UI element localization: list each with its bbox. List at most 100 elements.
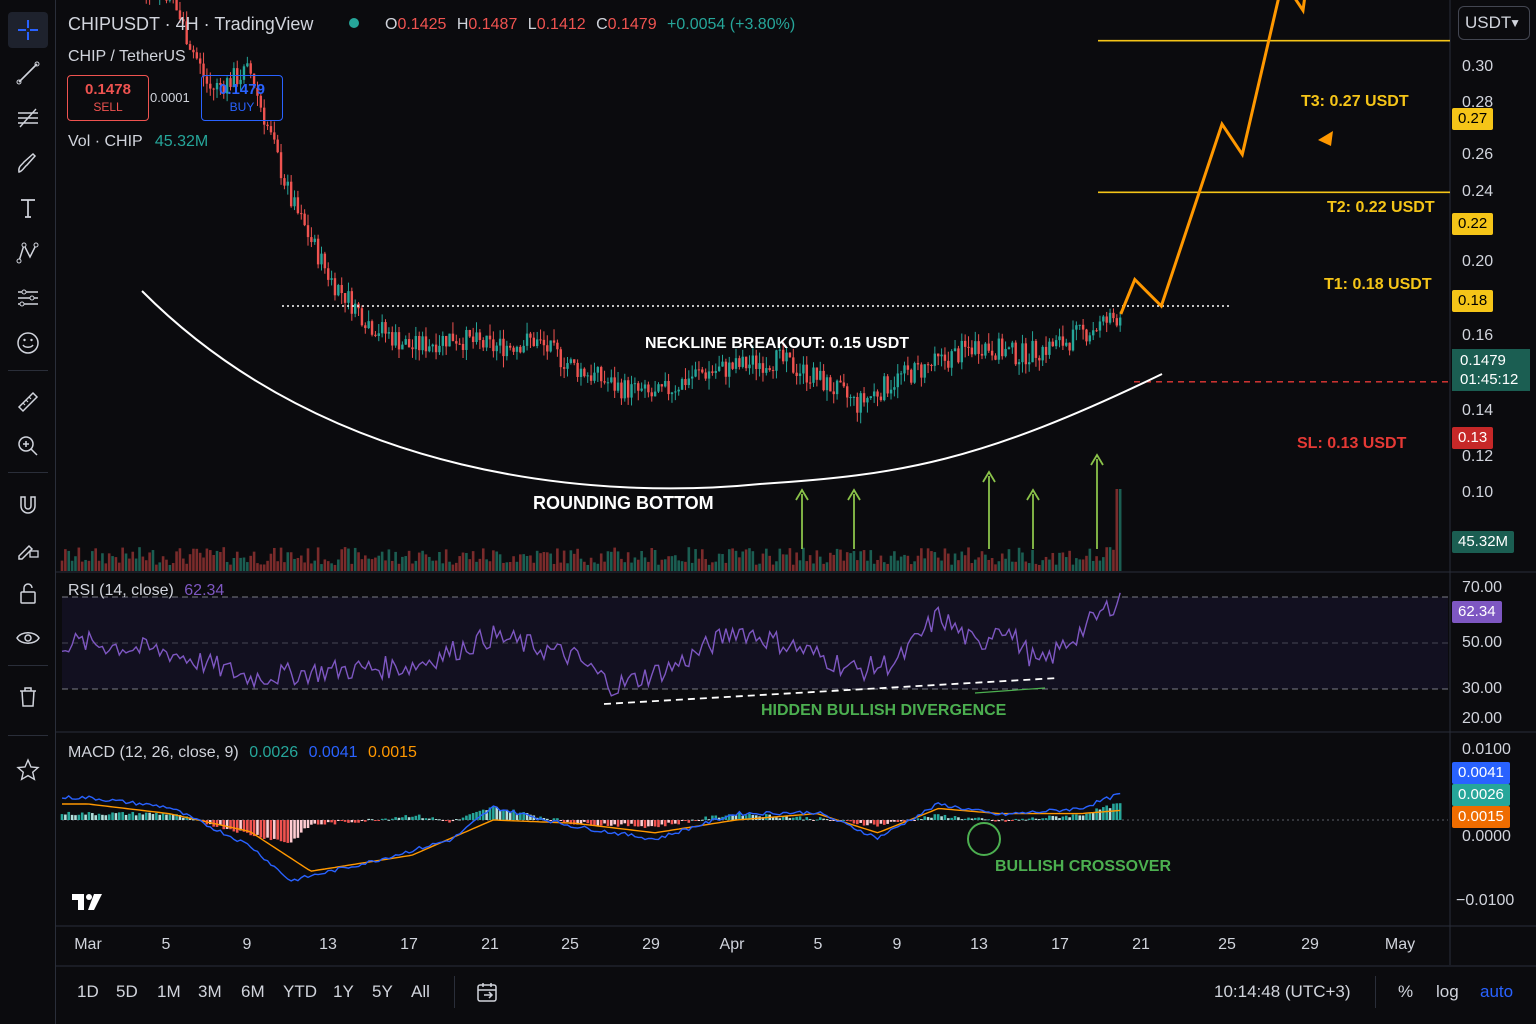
range-6m-button[interactable]: 6M (241, 982, 265, 1001)
trendline-icon[interactable] (8, 55, 48, 91)
sell-button[interactable]: 0.1478 SELL (67, 75, 149, 121)
volume-bar (697, 558, 701, 571)
range-ytd-button[interactable]: YTD (283, 982, 317, 1001)
calendar-goto-icon[interactable] (475, 980, 499, 1004)
candle-body (940, 354, 943, 357)
buy-button[interactable]: 0.1479 BUY (201, 75, 283, 121)
candle-body (994, 355, 997, 360)
macd-histogram-bar (808, 819, 812, 821)
volume-bar (788, 548, 792, 571)
fib-icon[interactable] (8, 100, 48, 136)
ohlc-row: O0.1425 H0.1487 L0.1412 C0.1479 +0.0054 … (385, 16, 796, 33)
candle-body (953, 348, 957, 352)
range-5y-button[interactable]: 5Y (372, 982, 393, 1001)
candle-body (694, 369, 697, 377)
pattern-icon[interactable] (8, 235, 48, 271)
range-3m-button[interactable]: 3M (198, 982, 222, 1001)
lock-drawing-icon[interactable] (8, 531, 48, 567)
sell-price: 0.1478 (85, 81, 131, 98)
volume-bar (599, 553, 603, 571)
macd-histogram-bar (495, 806, 499, 820)
volume-bar (1058, 552, 1061, 571)
forecast-icon[interactable] (8, 280, 48, 316)
ruler-icon[interactable] (8, 384, 48, 420)
volume-bar (994, 564, 997, 571)
macd-histogram-bar (980, 818, 984, 820)
emoji-icon[interactable] (8, 325, 48, 361)
volume-bar (1031, 549, 1034, 571)
volume-bar (495, 551, 499, 571)
macd-value: 0.0041 (308, 744, 358, 761)
volume-bar (980, 551, 984, 571)
trash-icon[interactable] (8, 679, 48, 715)
candle-body (711, 371, 714, 373)
clock-time[interactable]: 10:14:48 (UTC+3) (1214, 982, 1351, 1001)
macd-histogram-bar (1102, 807, 1105, 820)
macd-histogram-bar (175, 814, 178, 820)
eye-icon[interactable] (8, 620, 48, 656)
volume-bar (77, 547, 81, 571)
range-1d-button[interactable]: 1D (77, 982, 99, 1001)
candle-body (397, 332, 401, 350)
star-icon[interactable] (8, 752, 48, 788)
macd-histogram-bar (246, 820, 249, 833)
volume-bar (374, 557, 377, 571)
range-5d-button[interactable]: 5D (116, 982, 138, 1001)
volume-bar (296, 557, 300, 571)
candle-body (488, 335, 492, 340)
candle-body (232, 68, 236, 87)
macd-histogram-bar (182, 817, 185, 820)
volume-bar (963, 555, 967, 571)
auto-toggle[interactable]: auto (1480, 982, 1514, 1001)
percent-toggle[interactable]: % (1398, 982, 1414, 1001)
macd-histogram-bar (731, 814, 734, 820)
crosshair-icon[interactable] (8, 12, 48, 48)
macd-histogram-bar (798, 816, 802, 820)
lock-icon[interactable] (8, 576, 48, 612)
candle-body (347, 291, 350, 303)
candle-body (1014, 342, 1017, 365)
log-toggle[interactable]: log (1436, 982, 1459, 1001)
volume-bar (185, 563, 188, 571)
volume-bar (171, 563, 175, 571)
magnet-icon[interactable] (8, 487, 48, 523)
macd-histogram-bar (845, 820, 849, 822)
macd-histogram-bar (802, 819, 805, 821)
volume-bar (670, 556, 674, 571)
macd-histogram-bar (1085, 813, 1088, 820)
candle-body (987, 343, 990, 351)
range-all-button[interactable]: All (411, 982, 430, 1001)
volume-bar (657, 564, 660, 571)
range-1m-button[interactable]: 1M (157, 982, 181, 1001)
candle-body (1075, 325, 1078, 330)
macd-histogram-bar (576, 820, 579, 825)
candle-body (306, 225, 310, 238)
candle-body (808, 382, 812, 384)
volume-bar (80, 561, 84, 571)
volume-bar (616, 551, 620, 571)
macd-histogram-bar (1078, 815, 1082, 820)
candle-body (475, 332, 478, 342)
macd-histogram-bar (522, 812, 525, 820)
macd-histogram-bar (475, 811, 478, 820)
range-1y-button[interactable]: 1Y (333, 982, 354, 1001)
volume-bar (387, 549, 391, 571)
macd-histogram-bar (485, 810, 488, 820)
rsi-tick: 20.00 (1462, 710, 1503, 727)
volume-bar (690, 562, 694, 571)
macd-histogram-bar (663, 820, 667, 827)
volume-bar (390, 560, 394, 571)
currency-select[interactable]: USDT ▼ (1458, 6, 1530, 40)
zoom-icon[interactable] (8, 428, 48, 464)
volume-bar (1091, 560, 1095, 571)
candle-body (296, 197, 300, 214)
text-icon[interactable] (8, 190, 48, 226)
macd-histogram-bar (101, 814, 104, 820)
volume-bar (1085, 555, 1088, 571)
brush-icon[interactable] (8, 145, 48, 181)
volume-bar (633, 557, 637, 571)
candle-body (215, 82, 219, 90)
macd-histogram-bar (87, 812, 91, 820)
volume-bar (943, 548, 947, 571)
